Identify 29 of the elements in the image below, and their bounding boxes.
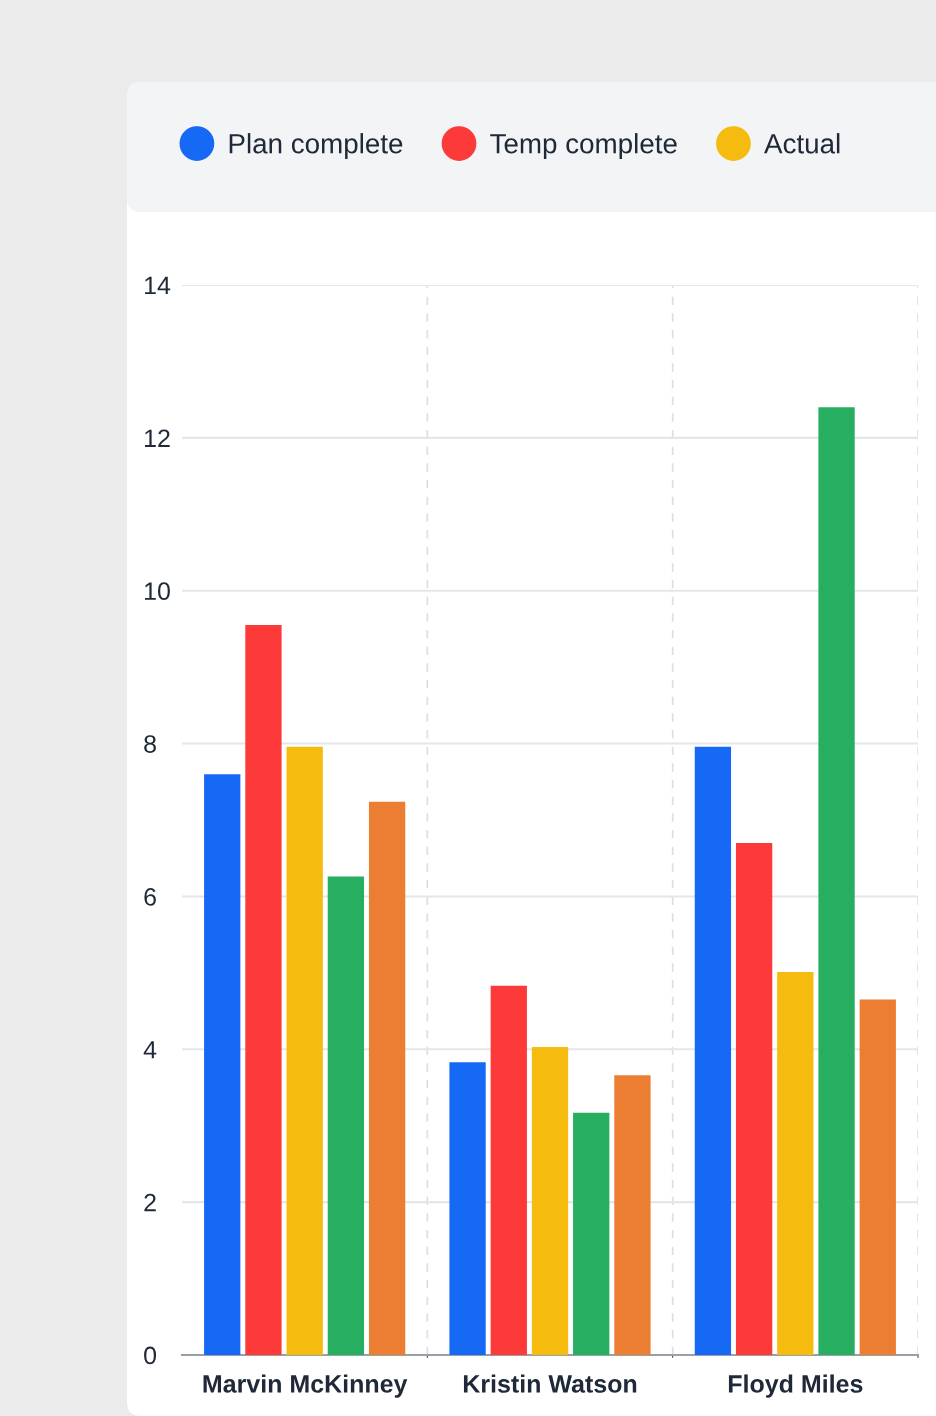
x-tick-label: Marvin McKinney [203, 1374, 408, 1398]
y-tick-label: 14 [145, 276, 171, 295]
legend-label: Temp complete [490, 133, 677, 160]
x-tick-label: Floyd Miles [728, 1374, 863, 1398]
bar [204, 774, 241, 1355]
x-tick-label: Kristin Watson [463, 1374, 637, 1393]
legend-label: Plan complete [229, 133, 403, 160]
legend-label: Actual [764, 133, 840, 154]
y-tick-label: 6 [144, 888, 156, 906]
bar [818, 407, 855, 1355]
y-tick-label: 8 [144, 735, 156, 753]
bar [490, 985, 527, 1355]
bar [735, 842, 773, 1355]
bar [531, 1046, 569, 1355]
y-tick-label: 4 [143, 1041, 157, 1059]
bar [614, 1075, 651, 1355]
bar [573, 1112, 610, 1355]
bar [327, 876, 365, 1355]
bar [694, 746, 732, 1355]
bar [368, 801, 406, 1355]
bar [449, 1062, 486, 1355]
bar [286, 746, 323, 1355]
bar [777, 972, 814, 1355]
bar [245, 625, 282, 1355]
y-tick-label: 10 [145, 582, 170, 601]
y-tick-label: 0 [144, 1346, 157, 1365]
bar [859, 999, 896, 1355]
y-tick-label: 12 [145, 429, 170, 447]
y-tick-label: 2 [144, 1193, 156, 1212]
